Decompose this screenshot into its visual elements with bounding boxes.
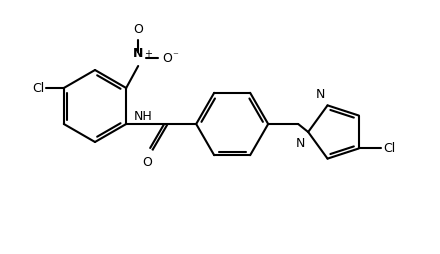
Text: O: O	[133, 23, 143, 36]
Text: O: O	[162, 52, 172, 65]
Text: ⁻: ⁻	[172, 51, 178, 61]
Text: Cl: Cl	[383, 142, 395, 155]
Text: N: N	[296, 137, 305, 150]
Text: N: N	[316, 88, 326, 101]
Text: Cl: Cl	[33, 82, 45, 94]
Text: N: N	[133, 47, 143, 60]
Text: NH: NH	[134, 109, 153, 122]
Text: +: +	[144, 49, 152, 59]
Text: O: O	[142, 156, 152, 169]
